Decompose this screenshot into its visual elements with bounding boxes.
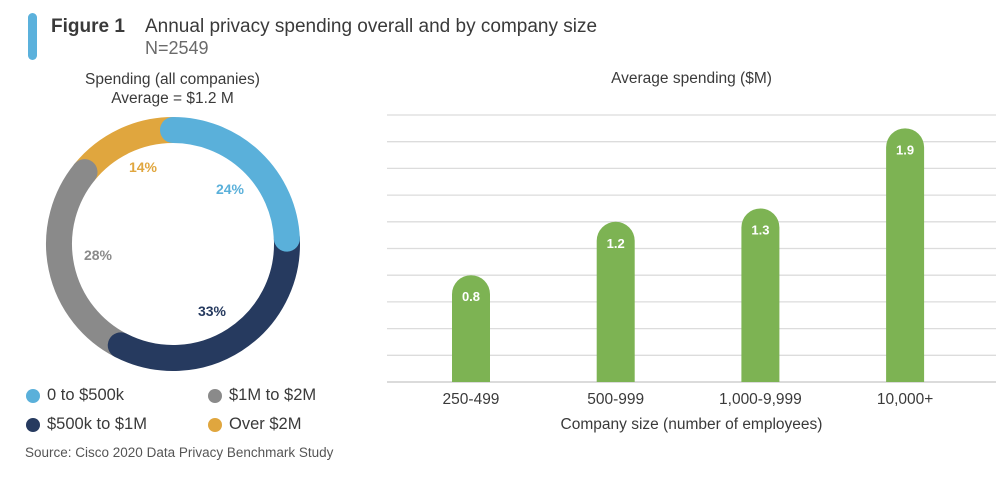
bar-value-label: 1.3 [751,222,769,237]
donut-chart: 24% 33% 28% 14% [46,117,300,371]
x-tick-label: 500-999 [587,391,645,408]
bar-value-label: 0.8 [462,289,480,304]
bar-value-label: 1.2 [607,236,625,251]
legend-swatch-icon [26,388,40,403]
legend-label: 0 to $500k [47,386,125,404]
bar [596,221,635,382]
donut-subtitle: Average = $1.2 M [111,90,234,107]
legend-item: Over $2M [208,415,301,434]
source-note: Source: Cisco 2020 Data Privacy Benchmar… [25,445,334,460]
bar-value-label: 1.9 [896,142,914,157]
x-axis-title: Company size (number of employees) [560,416,823,433]
legend-label: $500k to $1M [47,415,147,433]
bar [741,208,780,382]
donut-slice-label: 14% [129,159,158,175]
x-tick-label: 1,000-9,999 [719,391,802,408]
sample-size: N=2549 [145,38,209,58]
legend-item: 0 to $500k [26,386,124,405]
figure-accent-bar [28,13,37,60]
legend-swatch-icon [208,417,222,432]
bar-chart-title: Average spending ($M) [611,70,772,87]
legend-swatch-icon [208,388,222,403]
figure-title: Annual privacy spending overall and by c… [145,16,598,37]
legend-label: $1M to $2M [229,386,317,404]
x-tick-label: 250-499 [442,391,500,408]
donut-slice [160,117,300,252]
bar [886,128,925,382]
figure-label: Figure 1 [51,16,125,37]
donut-title: Spending (all companies) [85,71,260,88]
bar [452,275,490,382]
legend-item: $500k to $1M [26,415,147,434]
legend-item: $1M to $2M [208,386,316,405]
x-tick-label: 10,000+ [876,391,934,408]
legend-swatch-icon [26,417,40,432]
legend-label: Over $2M [229,415,302,433]
donut-slice [46,159,134,359]
donut-slice [107,225,300,371]
bar-chart: 0.8 1.2 1.3 1.9 [452,128,925,382]
donut-slice-label: 24% [216,181,245,197]
donut-slice-label: 28% [84,247,113,263]
donut-slice-label: 33% [198,303,227,319]
